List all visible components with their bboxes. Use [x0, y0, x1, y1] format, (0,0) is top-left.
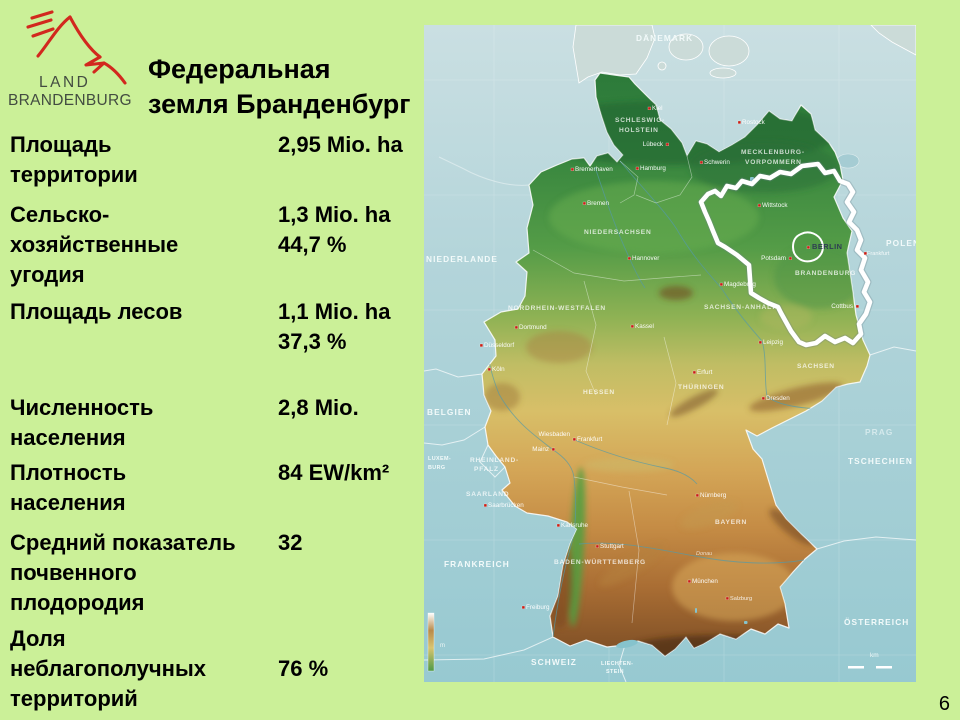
- stat-label: Сельско- хозяйственные угодия: [10, 202, 179, 287]
- country-label: ÖSTERREICH: [844, 617, 909, 627]
- state-label: BRANDENBURG: [795, 270, 856, 277]
- state-labels: SCHLESWIG- HOLSTEIN MECKLENBURG- VORPOMM…: [466, 117, 856, 566]
- stat-value: 1,1 Mio. ha 37,3 %: [278, 299, 391, 354]
- city-label: Erfurt: [697, 369, 713, 376]
- denmark-landmass: [572, 25, 916, 84]
- state-label: SCHLESWIG-: [615, 117, 665, 124]
- stat-value: 76 %: [278, 656, 329, 681]
- city-label: Magdeburg: [724, 281, 756, 288]
- stat-value: 1,3 Mio. ha 44,7 %: [278, 202, 391, 257]
- city-label: Dresden: [766, 395, 790, 402]
- stat-value: 2,8 Mio.: [278, 395, 359, 420]
- city-label: Kiel: [652, 105, 663, 112]
- state-label: RHEINLAND-: [470, 457, 519, 464]
- state-label: SAARLAND: [466, 491, 509, 498]
- brandenburg-logo: LAND BRANDENBURG: [6, 4, 166, 119]
- state-border-lines: [532, 155, 702, 624]
- state-label: NIEDERSACHSEN: [584, 229, 652, 236]
- berlin-outline: [791, 231, 824, 263]
- city-label: Lübeck: [643, 141, 664, 148]
- elevation-legend: m: [427, 612, 445, 672]
- germany-topographic-map: Kiel Rostock Lübeck Hamburg Schwerin Bre…: [424, 25, 916, 682]
- stat-label: Плотность населения: [10, 460, 127, 515]
- stat-value: 2,95 Mio. ha: [278, 132, 403, 157]
- city-label: Frankfurt: [577, 436, 602, 443]
- city-label: Köln: [492, 366, 505, 373]
- city-label: Salzburg: [730, 596, 752, 602]
- country-label: FRANKREICH: [444, 559, 510, 569]
- city-label: Leipzig: [763, 339, 783, 346]
- country-label: NIEDERLANDE: [426, 254, 498, 264]
- country-label: SCHWEIZ: [531, 657, 577, 667]
- state-label: HOLSTEIN: [619, 127, 659, 134]
- country-label: PRAG: [865, 427, 893, 437]
- city-label: Rostock: [742, 119, 766, 126]
- state-label: VORPOMMERN: [745, 159, 802, 166]
- state-label: MECKLENBURG-: [741, 149, 805, 156]
- brandenburg-outline-white: [698, 161, 873, 348]
- city-label: Frankfurt: [867, 251, 890, 257]
- city-label: Hannover: [632, 255, 659, 262]
- slide-title: Федеральная земля Бранденбург: [148, 54, 411, 119]
- scale-unit-label: km: [870, 652, 879, 659]
- city-label: Hamburg: [640, 165, 666, 172]
- city-label: Kassel: [635, 323, 654, 330]
- berlin-label: BERLIN: [812, 242, 843, 251]
- country-label: DÄNEMARK: [636, 33, 693, 43]
- state-label: SACHSEN-ANHALT: [704, 304, 776, 311]
- state-label: HESSEN: [583, 389, 615, 396]
- city-label: Saarbrücken: [488, 502, 524, 509]
- city-label: Bremen: [587, 200, 610, 207]
- stat-label: Площадь территории: [10, 132, 138, 187]
- country-labels: DÄNEMARK NIEDERLANDE BELGIEN LUXEM- BURG…: [426, 33, 916, 675]
- city-label: Düsseldorf: [484, 342, 514, 349]
- city-label: Cottbus: [831, 303, 853, 310]
- crane-bird-icon: [26, 10, 127, 85]
- rivers: [483, 160, 821, 638]
- country-label: LUXEM-: [428, 456, 451, 462]
- state-label: THÜRINGEN: [678, 382, 724, 391]
- city-label: Nürnberg: [700, 492, 727, 499]
- city-label: Dortmund: [519, 324, 547, 331]
- stat-label: Доля неблагополучных территорий: [10, 626, 206, 711]
- map-scale: km: [848, 652, 892, 669]
- stat-label: Численность населения: [10, 395, 154, 450]
- logo-text-brandenburg: BRANDENBURG: [8, 92, 132, 109]
- country-label: BELGIEN: [427, 407, 472, 417]
- city-label: Potsdam: [761, 255, 786, 262]
- state-label: BAYERN: [715, 519, 747, 526]
- city-label: München: [692, 578, 718, 585]
- country-label: POLEN: [886, 238, 916, 248]
- city-label: Wiesbaden: [538, 431, 570, 438]
- country-label: TSCHECHIEN: [848, 456, 913, 466]
- city-label: Mainz: [532, 446, 549, 453]
- city-label: Bremerhaven: [575, 166, 613, 173]
- city-label: Schwerin: [704, 159, 730, 166]
- stat-value: 32: [278, 530, 303, 555]
- city-dots: [479, 106, 867, 609]
- country-label: STEIN: [606, 669, 624, 675]
- city-label: Wittstock: [762, 202, 788, 209]
- country-label: LIECHTEN-: [601, 661, 633, 667]
- city-labels: Kiel Rostock Lübeck Hamburg Schwerin Bre…: [484, 105, 890, 611]
- state-label: SACHSEN: [797, 363, 835, 370]
- state-label: PFALZ: [474, 466, 499, 473]
- logo-text-land: LAND: [39, 74, 91, 91]
- city-label: Karlsruhe: [561, 522, 588, 529]
- legend-unit-label: m: [440, 643, 445, 649]
- lakes: [616, 177, 754, 649]
- city-label: Freiburg: [526, 604, 550, 611]
- stat-label: Площадь лесов: [10, 299, 183, 324]
- country-label: BURG: [428, 465, 445, 471]
- river-label: Donau: [696, 551, 712, 557]
- city-label: Stuttgart: [600, 543, 624, 550]
- state-label: BADEN-WÜRTTEMBERG: [554, 557, 646, 566]
- stat-label: Средний показатель почвенного плодородия: [10, 530, 236, 615]
- stat-value: 84 EW/km²: [278, 460, 390, 485]
- page-number: 6: [938, 693, 950, 715]
- state-label: NORDRHEIN-WESTFALEN: [508, 305, 606, 312]
